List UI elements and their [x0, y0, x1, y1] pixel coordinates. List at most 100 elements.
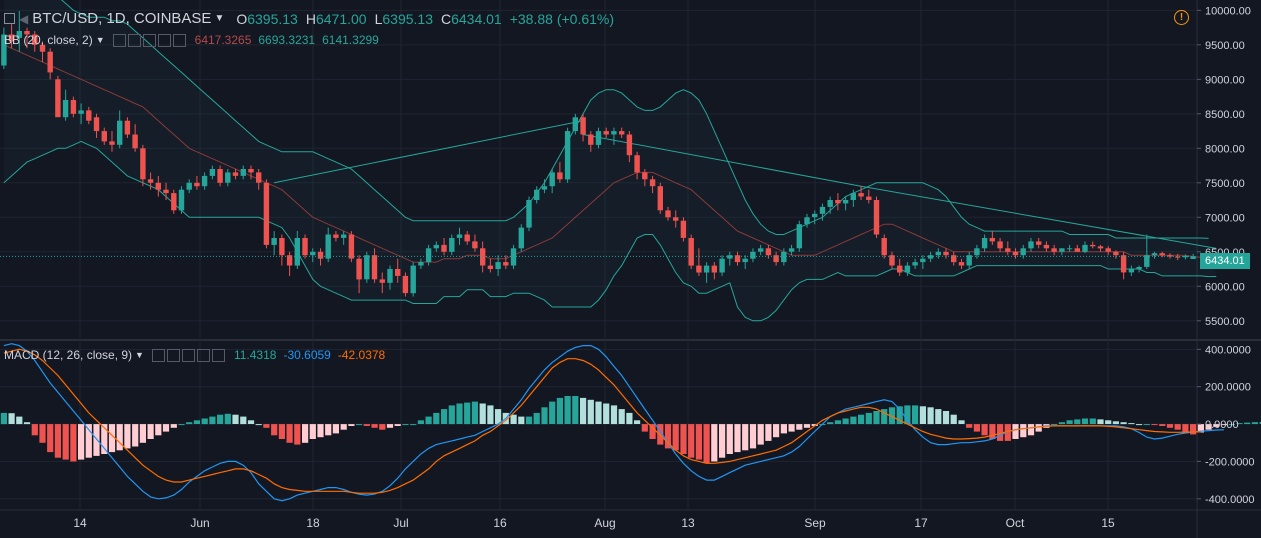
candle-body: [186, 182, 192, 190]
candle-body: [487, 265, 494, 269]
macd-hist-bar: [580, 397, 587, 425]
dropdown-chevron-icon[interactable]: ▼: [135, 350, 144, 360]
collapse-icon[interactable]: [4, 13, 15, 24]
macd-hist-bar: [101, 424, 108, 454]
candle-body: [240, 169, 246, 176]
candle-body: [32, 34, 38, 45]
macd-hist-bar: [309, 424, 316, 439]
candle-body: [1136, 267, 1142, 270]
candle-body: [742, 258, 748, 263]
candle-body: [171, 193, 177, 211]
bb-legend[interactable]: BB (20, close, 2) ▼ 6417.3265 6693.3231 …: [4, 33, 379, 47]
macd-hist-bar: [8, 413, 15, 424]
macd-hist-bar: [1182, 424, 1189, 434]
settings-icon[interactable]: [166, 348, 180, 362]
macd-hist-bar: [456, 403, 463, 424]
last-price-tag: 6434.01: [1200, 253, 1250, 269]
more-icon[interactable]: [196, 348, 210, 362]
dropdown-chevron-icon[interactable]: ▼: [214, 13, 225, 24]
macd-hist-bar: [834, 420, 841, 424]
candle-body: [580, 117, 586, 135]
candle-body: [858, 193, 864, 197]
alert-icon[interactable]: !: [1174, 10, 1189, 25]
source-icon[interactable]: [142, 33, 156, 47]
macd-hist-bar: [525, 416, 533, 425]
change-value: +38.88 (+0.61%): [509, 10, 615, 27]
close-icon[interactable]: [172, 33, 186, 47]
macd-hist-bar: [78, 424, 85, 460]
candle-body: [1175, 256, 1181, 258]
macd-hist-bar: [672, 424, 679, 451]
candle-body: [418, 262, 424, 266]
more-icon[interactable]: [157, 33, 171, 47]
candle-body: [101, 131, 107, 142]
macd-hist-bar: [39, 424, 46, 443]
source-icon[interactable]: [181, 348, 195, 362]
candle-body: [765, 248, 772, 256]
candle-body: [958, 262, 965, 266]
candle-body: [611, 131, 617, 135]
candle-body: [194, 182, 200, 187]
macd-hist-bar: [31, 424, 38, 436]
time-tick-label: 16: [493, 516, 507, 530]
macd-hist-bar: [255, 424, 262, 426]
macd-hist-bar: [634, 420, 641, 424]
eye-icon[interactable]: [112, 33, 126, 47]
symbol-name[interactable]: BTC/USD, 1D, COINBASE: [32, 10, 212, 27]
candle-body: [842, 200, 849, 204]
candle-body: [541, 186, 548, 190]
pane-separator[interactable]: [0, 339, 1261, 341]
candle-body: [688, 238, 694, 266]
dropdown-chevron-icon[interactable]: ▼: [95, 35, 105, 45]
macd-hist-bar: [278, 424, 285, 439]
candle-body: [1, 34, 7, 66]
candle-body: [850, 193, 856, 200]
candle-body: [1020, 248, 1026, 256]
candle-body: [263, 182, 270, 245]
macd-hist-bar: [1205, 424, 1212, 430]
price-chart[interactable]: 10000.00 9500.00 9000.00 8500.00 8000.00 7500…: [0, 0, 1261, 340]
candle-body: [564, 131, 571, 180]
candle-body: [866, 196, 872, 200]
macd-hist-bar: [1236, 423, 1243, 425]
macd-hist-bar: [726, 424, 733, 454]
candle-body: [927, 255, 934, 259]
macd-hist-bar: [641, 424, 648, 432]
candle-body: [464, 234, 470, 242]
macd-hist-bar: [410, 424, 417, 426]
bb-name[interactable]: BB (20, close, 2): [4, 33, 93, 47]
macd-hist-bar: [827, 422, 834, 425]
macd-hist-bar: [966, 424, 973, 428]
macd-name[interactable]: MACD (12, 26, close, 9): [4, 348, 133, 362]
candle-body: [433, 244, 439, 249]
macd-hist-bar: [541, 407, 548, 425]
candle-body: [1151, 253, 1158, 256]
macd-legend[interactable]: MACD (12, 26, close, 9) ▼ 11.4318 -30.60…: [4, 348, 385, 362]
macd-hist-bar: [595, 401, 602, 424]
macd-chart[interactable]: 400.0000 200.0000 0.0000 -200.0000 -400.0000…: [0, 340, 1261, 538]
candle-body: [55, 79, 61, 118]
candle-body: [294, 238, 300, 266]
macd-hist-bar: [495, 409, 502, 424]
candle-body: [943, 251, 949, 256]
candle-body: [966, 255, 972, 266]
signal-line: [3, 348, 1201, 494]
candle-body: [225, 172, 231, 183]
candle-body: [734, 255, 741, 263]
macd-hist-bar: [348, 424, 355, 426]
candle-body: [201, 175, 208, 187]
settings-icon[interactable]: [127, 33, 141, 47]
macd-hist-bar: [1112, 421, 1119, 425]
back-icon[interactable]: ◀: [19, 11, 29, 26]
candle-body: [657, 186, 663, 211]
candle-body: [1082, 244, 1088, 252]
eye-icon[interactable]: [151, 348, 165, 362]
macd-hist-bar: [340, 424, 347, 430]
macd-hist-bar: [201, 418, 208, 425]
close-icon[interactable]: [211, 348, 225, 362]
macd-hist-bar: [93, 424, 100, 456]
candle-body: [472, 241, 478, 249]
candle-body: [356, 258, 362, 280]
macd-hist-bar: [757, 424, 764, 445]
low-value: 6395.13: [382, 10, 433, 27]
